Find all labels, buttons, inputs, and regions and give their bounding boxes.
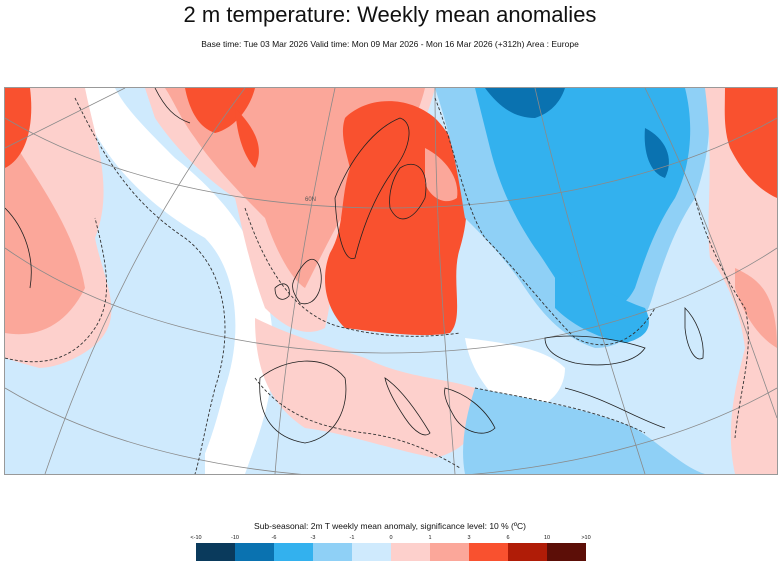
- chart-title: 2 m temperature: Weekly mean anomalies: [183, 2, 597, 27]
- significance-contours: [5, 97, 749, 474]
- colorbar-swatch: [196, 543, 235, 561]
- chart-subtitle: Base time: Tue 03 Mar 2026 Valid time: M…: [201, 39, 579, 49]
- north-sea-warm-spot: [235, 108, 259, 168]
- west-atlantic-anomaly-area: [5, 128, 85, 335]
- colorbar-swatch: [274, 543, 313, 561]
- legend-tick-label: 10: [543, 535, 551, 541]
- southwest-europe-warm-area: [255, 318, 479, 458]
- central-asia-warm-area: [735, 268, 777, 348]
- graticule: [5, 88, 777, 474]
- legend-title: Sub-seasonal: 2m T weekly mean anomaly, …: [254, 521, 526, 531]
- legend-tick-label: -1: [349, 535, 355, 541]
- legend-tick-label: <-10: [190, 535, 202, 541]
- coastlines: [5, 88, 704, 444]
- legend-tick-label: >10: [581, 535, 591, 541]
- colorbar-swatch: [508, 543, 547, 561]
- legend-tick-label: -10: [231, 535, 239, 541]
- colorbar: [196, 543, 586, 561]
- middle-east-cool-area: [605, 378, 699, 448]
- legend-tick-label: -3: [310, 535, 316, 541]
- colorbar-swatch: [547, 543, 586, 561]
- legend-tick-label: 3: [467, 535, 471, 541]
- anomaly-map-svg: 60N: [5, 88, 777, 474]
- colorbar-swatch: [235, 543, 274, 561]
- central-europe-hotspot: [325, 101, 467, 336]
- colorbar-swatch: [391, 543, 430, 561]
- balkans-neutral-area: [465, 338, 565, 411]
- legend-tick-label: 1: [428, 535, 432, 541]
- siberia-warm-spot: [724, 88, 777, 198]
- colorbar-swatch: [469, 543, 508, 561]
- greenland-warm-spot: [5, 88, 32, 168]
- legend-tick-labels: <-10 -10 -6 -3 -1 0 1 3 6 10 >10: [184, 535, 604, 545]
- legend-tick-label: 0: [389, 535, 393, 541]
- russia-cold-area: [475, 88, 691, 315]
- ural-cold-spot: [644, 128, 669, 178]
- anomaly-map: 60N: [4, 87, 778, 475]
- atlantic-neutral-band: [75, 88, 274, 474]
- grid-label: 60N: [305, 197, 316, 203]
- legend-tick-label: -6: [271, 535, 277, 541]
- iceland-warm-spot: [185, 88, 255, 133]
- colorbar-swatch: [430, 543, 469, 561]
- barents-cold-spot: [485, 88, 565, 118]
- colorbar-swatch: [352, 543, 391, 561]
- colorbar-swatch: [313, 543, 352, 561]
- southeast-mediterranean-cold-area: [463, 388, 705, 474]
- black-sea-cold-area: [555, 268, 649, 343]
- legend-tick-label: 6: [506, 535, 510, 541]
- finland-warm-area: [425, 148, 458, 202]
